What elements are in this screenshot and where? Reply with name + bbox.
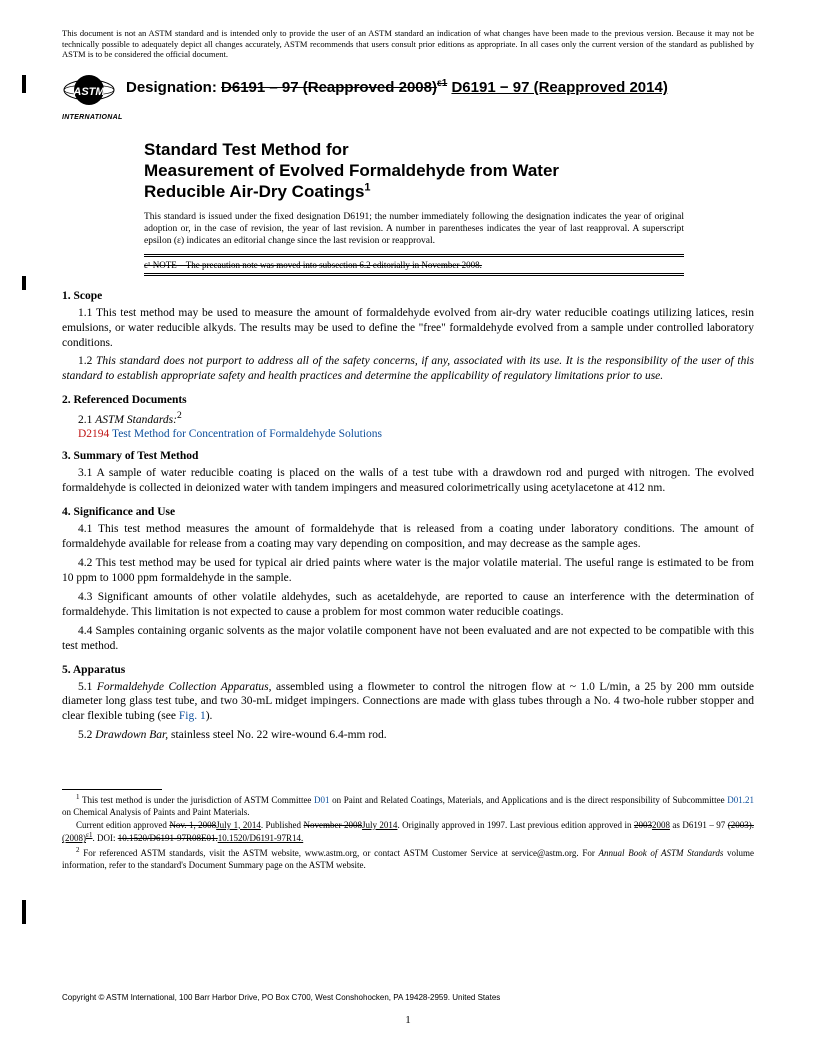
para-4-1: 4.1 This test method measures the amount… (62, 522, 754, 552)
fn2-k: (2003). (728, 820, 754, 830)
p21-num: 2.1 (78, 414, 95, 426)
fig1-link[interactable]: Fig. 1 (179, 710, 206, 722)
designation-old-eps: ε1 (437, 78, 447, 89)
svg-text:ASTM: ASTM (72, 86, 105, 98)
page-number: 1 (0, 1014, 816, 1026)
section-1-head: 1. Scope (62, 290, 754, 302)
title-line-2: Measurement of Evolved Formaldehyde from… (144, 161, 559, 180)
fn2-c: July 1, 2014 (216, 820, 261, 830)
ref-d2194: D2194 Test Method for Concentration of F… (62, 428, 754, 440)
change-bar (22, 276, 26, 290)
designation-label: Designation: (126, 79, 217, 96)
fn2-f: July 2014 (362, 820, 397, 830)
issued-note: This standard is issued under the fixed … (144, 211, 684, 248)
ref-d2194-title[interactable]: Test Method for Concentration of Formald… (109, 428, 382, 440)
fn2-g: . Originally approved in 1997. Last prev… (397, 820, 634, 830)
epsilon-note-block: ε¹ NOTE—The precaution note was moved in… (144, 254, 684, 276)
fn1-e: on Chemical Analysis of Paints and Paint… (62, 807, 249, 817)
fn2-a: Current edition approved (76, 820, 169, 830)
designation-line: Designation: D6191 – 97 (Reapproved 2008… (126, 72, 668, 96)
p51-end: ). (206, 710, 213, 722)
footnote-2: 2 For referenced ASTM standards, visit t… (62, 846, 754, 871)
title-line-1: Standard Test Method for (144, 140, 349, 159)
fn2-i: 2008 (652, 820, 670, 830)
title-block: Standard Test Method for Measurement of … (144, 139, 754, 203)
fn2-d: . Published (261, 820, 304, 830)
fn1-d0121[interactable]: D01.21 (727, 795, 754, 805)
header-row: ASTM INTERNATIONAL Designation: D6191 – … (62, 72, 754, 121)
fn1-c: on Paint and Related Coatings, Materials… (330, 795, 728, 805)
p52-body: stainless steel No. 22 wire-wound 6.4-mm… (168, 729, 386, 741)
p52-ital: Drawdown Bar, (95, 729, 168, 741)
logo-label: INTERNATIONAL (62, 114, 116, 121)
footnote-1b: Current edition approved Nov. 1, 2008Jul… (62, 820, 754, 845)
fn2-b: Nov. 1, 2008 (169, 820, 216, 830)
para-1-1: 1.1 This test method may be used to meas… (62, 306, 754, 351)
fn2-e: November 2008 (304, 820, 362, 830)
para-3-1: 3.1 A sample of water reducible coating … (62, 466, 754, 496)
section-2-head: 2. Referenced Documents (62, 394, 754, 406)
para-5-2: 5.2 Drawdown Bar, stainless steel No. 22… (62, 728, 754, 743)
p21-sup: 2 (177, 410, 182, 421)
designation-old: D6191 – 97 (Reapproved 2008) (221, 79, 437, 96)
p52-num: 5.2 (78, 729, 95, 741)
title-line-3: Reducible Air-Dry Coatings (144, 182, 364, 201)
section-5-head: 5. Apparatus (62, 664, 754, 676)
section-4-head: 4. Significance and Use (62, 506, 754, 518)
para-5-1: 5.1 Formaldehyde Collection Apparatus, a… (62, 680, 754, 725)
epsilon-note: ε¹ NOTE—The precaution note was moved in… (144, 258, 684, 272)
para-4-2: 4.2 This test method may be used for typ… (62, 556, 754, 586)
p21-ital: ASTM Standards: (95, 414, 177, 426)
p51-ital: Formaldehyde Collection Apparatus, (97, 681, 272, 693)
fn3-text: For referenced ASTM standards, visit the… (62, 848, 754, 870)
fn2-l: (2008) (62, 833, 86, 843)
footnote-rule (62, 789, 162, 790)
fn2-h: 2003 (634, 820, 652, 830)
fn2-j: as D6191 – 97 (670, 820, 728, 830)
fn1-a: This test method is under the jurisdicti… (82, 795, 314, 805)
designation-new: D6191 − 97 (Reapproved 2014) (451, 79, 667, 96)
section-3-head: 3. Summary of Test Method (62, 450, 754, 462)
para-1-2-text: This standard does not purport to addres… (62, 355, 754, 382)
astm-logo: ASTM INTERNATIONAL (62, 72, 116, 121)
fn2-p: 10.1520/D6191-97R14. (218, 833, 304, 843)
fn3-ital: Annual Book of ASTM Standards (599, 848, 724, 858)
para-1-2: 1.2 This standard does not purport to ad… (62, 354, 754, 384)
ref-d2194-num[interactable]: D2194 (78, 428, 109, 440)
change-bar (22, 75, 26, 93)
fn2-o: 10.1520/D6191-97R08E01. (118, 833, 218, 843)
footnotes: 1 This test method is under the jurisdic… (62, 789, 754, 871)
para-4-4: 4.4 Samples containing organic solvents … (62, 624, 754, 654)
copyright-line: Copyright © ASTM International, 100 Barr… (62, 993, 500, 1002)
disclaimer-text: This document is not an ASTM standard an… (62, 28, 754, 60)
fn2-n: . DOI: (92, 833, 117, 843)
p51-num: 5.1 (78, 681, 97, 693)
title-sup: 1 (364, 182, 370, 194)
para-4-3: 4.3 Significant amounts of other volatil… (62, 590, 754, 620)
footnote-1: 1 This test method is under the jurisdic… (62, 793, 754, 818)
standard-title: Standard Test Method for Measurement of … (144, 139, 754, 203)
para-2-1: 2.1 ASTM Standards:2 (62, 410, 754, 426)
change-bar (22, 900, 26, 924)
fn1-d01[interactable]: D01 (314, 795, 330, 805)
